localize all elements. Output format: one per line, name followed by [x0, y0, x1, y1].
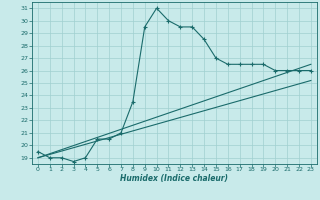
- X-axis label: Humidex (Indice chaleur): Humidex (Indice chaleur): [120, 174, 228, 183]
